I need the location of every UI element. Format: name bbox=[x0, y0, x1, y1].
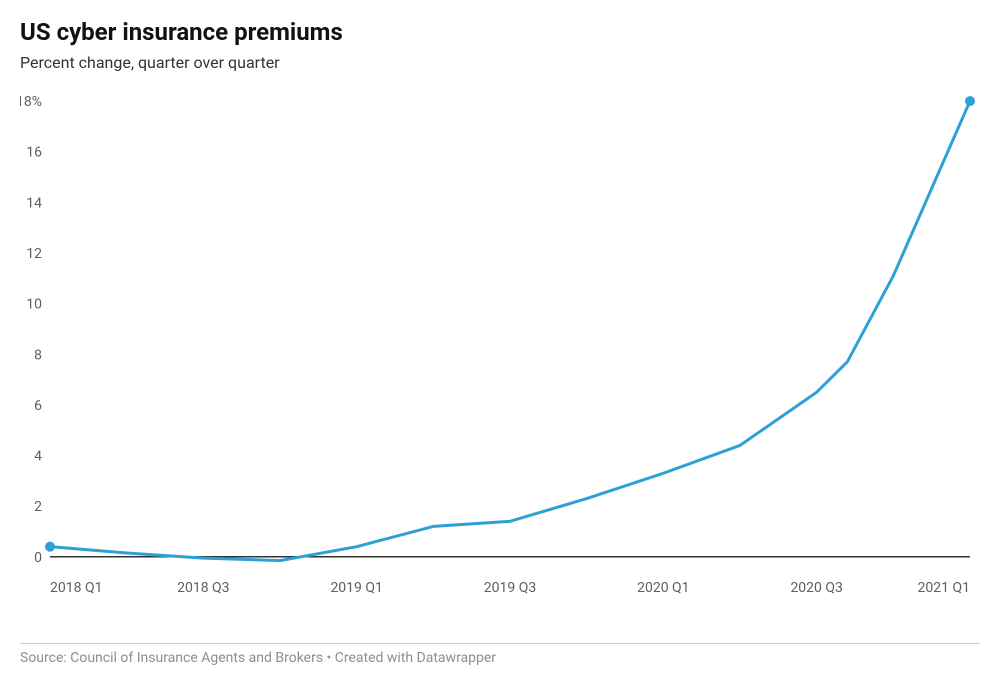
x-tick-label: 2018 Q1 bbox=[50, 580, 102, 596]
chart-footer: Source: Council of Insurance Agents and … bbox=[20, 650, 980, 666]
y-tick-label: 4 bbox=[34, 448, 42, 464]
chart-subtitle: Percent change, quarter over quarter bbox=[20, 53, 980, 72]
chart-title: US cyber insurance premiums bbox=[20, 18, 980, 47]
end-marker bbox=[965, 96, 975, 106]
y-tick-label: 2 bbox=[34, 499, 42, 515]
y-tick-label: 14 bbox=[26, 195, 42, 211]
y-tick-label: 0 bbox=[34, 550, 42, 566]
y-tick-label: 10 bbox=[26, 296, 42, 312]
y-tick-label: 12 bbox=[26, 246, 42, 262]
line-chart-svg: 0 2 4 6 8 10 12 14 16 18% 2018 Q1 2018 Q3 2019 Q1 201… bbox=[20, 90, 980, 600]
y-tick-label: 8 bbox=[34, 347, 42, 363]
x-tick-label: 2019 Q3 bbox=[484, 580, 536, 596]
x-tick-label: 2018 Q3 bbox=[177, 580, 229, 596]
x-tick-label: 2021 Q1 bbox=[918, 580, 970, 596]
footer-divider bbox=[20, 643, 980, 644]
y-tick-label: 16 bbox=[26, 144, 42, 160]
x-tick-label: 2020 Q3 bbox=[790, 580, 842, 596]
chart-container: US cyber insurance premiums Percent chan… bbox=[0, 0, 1000, 677]
y-tick-label: 6 bbox=[34, 398, 42, 414]
start-marker bbox=[45, 541, 55, 551]
x-tick-label: 2019 Q1 bbox=[330, 580, 382, 596]
y-tick-label: 18% bbox=[20, 94, 42, 110]
x-tick-label: 2020 Q1 bbox=[637, 580, 689, 596]
chart-plot-area: 0 2 4 6 8 10 12 14 16 18% 2018 Q1 2018 Q3 2019 Q1 201… bbox=[20, 90, 980, 635]
data-line bbox=[50, 101, 970, 561]
